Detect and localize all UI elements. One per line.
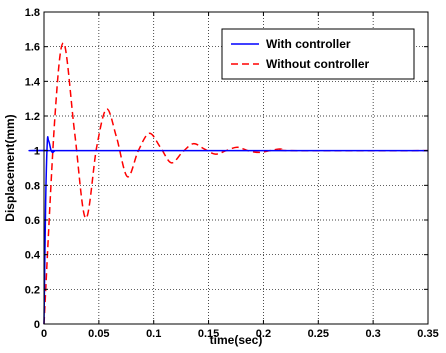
x-axis-label: time(sec) — [210, 333, 263, 347]
y-tick-label: 0.2 — [25, 284, 40, 296]
y-tick-label: 0.8 — [25, 180, 40, 192]
x-tick-label: 0.25 — [308, 328, 329, 340]
legend-box — [221, 28, 415, 80]
x-tick-label: 0 — [41, 328, 47, 340]
y-tick-label: 0.6 — [25, 215, 40, 227]
y-tick-label: 1.6 — [25, 42, 40, 54]
x-tick-label: 0.3 — [365, 328, 380, 340]
legend-label-without-controller: Without controller — [266, 57, 370, 71]
plot-frame — [43, 11, 429, 325]
series-layer — [28, 42, 429, 325]
legend: With controller Without controller — [221, 28, 415, 80]
ticks: 0 0.05 0.1 0.15 0.2 0.25 0.3 0.35 0 0.2 0.4 0.6 0.8 1… — [25, 7, 439, 340]
y-tick-label: 0.4 — [25, 250, 41, 262]
x-tick-label: 0.1 — [146, 328, 161, 340]
x-tick-label: 0.05 — [88, 328, 109, 340]
y-tick-label: 1.2 — [25, 111, 40, 123]
series-line-with-controller — [28, 136, 428, 325]
x-tick-label: 0.15 — [198, 328, 219, 340]
y-tick-label: 1.4 — [25, 76, 41, 88]
y-tick-label: 1.8 — [25, 7, 40, 19]
legend-label-with-controller: With controller — [266, 37, 351, 51]
y-axis-label: Displacement(mm) — [3, 114, 17, 221]
x-tick-label: 0.35 — [417, 328, 438, 340]
x-tick-label: 0.2 — [256, 328, 271, 340]
y-tick-label: 0 — [34, 319, 40, 331]
y-tick-label: 1 — [34, 146, 40, 158]
